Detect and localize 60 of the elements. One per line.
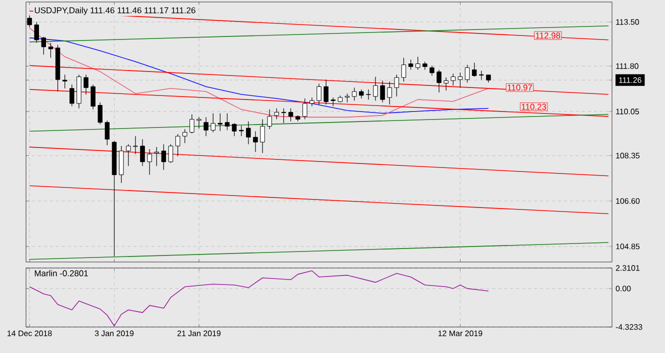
candlestick (190, 114, 194, 134)
candlestick (253, 130, 258, 152)
candlestick (324, 79, 328, 105)
candlestick (267, 109, 272, 130)
candlestick (133, 136, 138, 154)
candlestick (260, 118, 265, 154)
candlestick (48, 42, 54, 58)
candlestick (464, 64, 470, 83)
candlestick (168, 144, 174, 164)
candlestick (161, 144, 166, 170)
candlestick (380, 80, 385, 103)
candlestick (394, 74, 400, 97)
candlestick (196, 116, 202, 129)
candlestick (358, 89, 364, 99)
text: USDJPY,Daily 111.46 111.46 111.17 111.26 (34, 7, 196, 15)
annotation: 110.23 (522, 104, 546, 110)
candlestick (430, 65, 434, 76)
candlestick (366, 89, 371, 100)
candlestick (62, 74, 68, 89)
candlestick (246, 121, 251, 144)
candlestick (458, 72, 463, 88)
annotation: 112.98 (536, 32, 560, 39)
candlestick (218, 113, 223, 132)
candlestick (224, 113, 230, 130)
candlestick (118, 146, 124, 184)
candlestick (444, 77, 448, 91)
candlestick (373, 76, 378, 101)
candlestick (288, 108, 294, 122)
candlestick (408, 59, 414, 70)
candlestick (204, 116, 208, 136)
candlestick (415, 56, 420, 70)
annotation: 110.97 (508, 84, 532, 91)
candlestick (210, 113, 216, 133)
candlestick (154, 146, 159, 166)
candlestick (274, 108, 280, 120)
candlestick (70, 84, 74, 107)
candlestick (126, 144, 131, 166)
candlestick (232, 122, 237, 136)
candlestick (302, 98, 308, 120)
candlestick (41, 36, 46, 55)
candlestick (401, 57, 406, 82)
candlestick (352, 87, 357, 101)
candlestick (84, 74, 88, 95)
candlestick (316, 83, 322, 105)
candlestick (182, 128, 188, 144)
chart-title: Marlin -0.2801 (34, 270, 88, 276)
candlestick (281, 108, 286, 124)
candlestick (238, 125, 244, 136)
candlestick (450, 73, 456, 86)
candlestick (90, 84, 96, 110)
candlestick (310, 97, 314, 107)
candlestick (34, 22, 39, 44)
candlestick (140, 138, 145, 166)
candlestick (436, 69, 442, 93)
candlestick (175, 134, 180, 156)
candlestick (387, 81, 392, 105)
candlestick (98, 102, 102, 125)
candlestick (104, 120, 110, 146)
candlestick (147, 148, 152, 176)
candlestick (472, 62, 477, 78)
